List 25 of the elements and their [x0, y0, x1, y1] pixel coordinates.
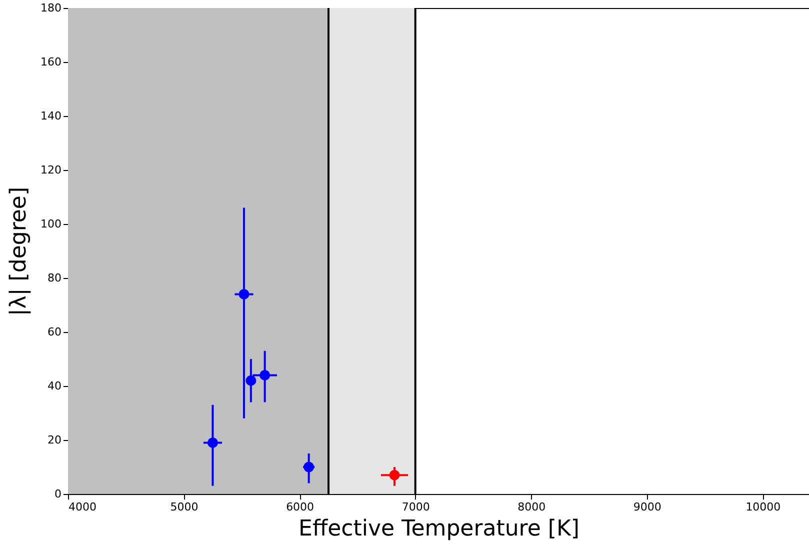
y-tick-label: 180 — [40, 2, 62, 14]
x-tick-label: 5000 — [170, 500, 198, 514]
y-tick-label: 0 — [54, 488, 62, 500]
point — [238, 288, 250, 300]
y-tick-label: 100 — [40, 218, 62, 230]
y-tick-label: 60 — [48, 326, 62, 338]
x-tick-label: 6000 — [286, 500, 314, 514]
point — [304, 462, 314, 472]
x-tick-label: 9000 — [633, 500, 662, 514]
y-tick-label: 140 — [40, 110, 62, 122]
y-tick-label: 80 — [48, 272, 62, 284]
point — [260, 370, 270, 380]
x-tick-label: 7000 — [402, 500, 430, 514]
point — [389, 470, 400, 480]
x-tick-label: 8000 — [518, 500, 546, 514]
point — [246, 375, 256, 386]
x-axis-title: Effective Temperature [K] — [298, 516, 580, 542]
y-tick-label: 120 — [40, 164, 62, 176]
y-tick-label: 40 — [48, 380, 62, 392]
y-tick-label: 20 — [48, 434, 62, 446]
point — [207, 437, 218, 448]
y-axis-title: |λ| [degree] — [6, 186, 32, 316]
y-tick-label: 160 — [40, 56, 62, 68]
x-tick-label: 10000 — [746, 500, 781, 514]
x-tick-label: 4000 — [68, 500, 96, 514]
